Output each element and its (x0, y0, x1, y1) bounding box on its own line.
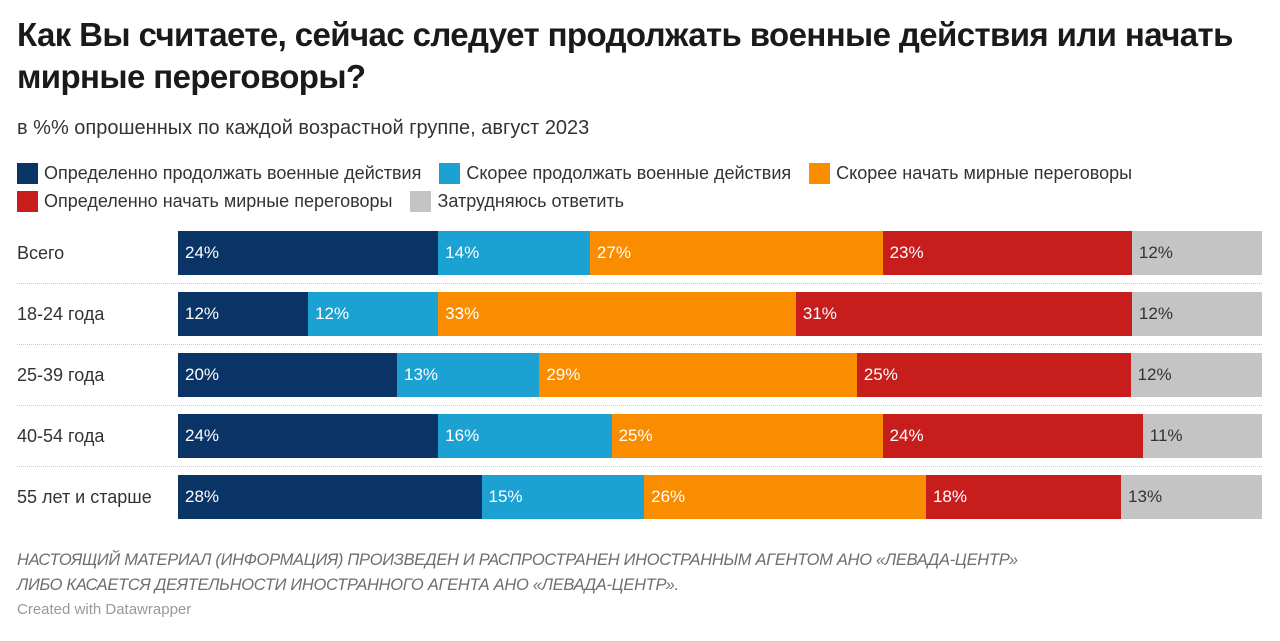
legend-swatch (439, 162, 461, 184)
legend-item: Скорее начать мирные переговоры (809, 162, 1133, 184)
legend-row-1: Определенно продолжать военные действия … (17, 159, 1267, 187)
bar-segment: 20% (178, 353, 397, 397)
row-separator (17, 405, 1262, 406)
bar-segment: 12% (1131, 292, 1262, 336)
legend-label: Скорее начать мирные переговоры (836, 162, 1133, 183)
bar-row: 24% 16% 25% 24% 11% (178, 414, 1262, 458)
bar-row: 12% 12% 33% 31% 12% (178, 292, 1262, 336)
row-label: Всего (17, 243, 65, 263)
bar-segment: 24% (178, 231, 439, 275)
legend-label: Определенно начать мирные переговоры (44, 190, 393, 211)
bar-segment: 27% (589, 231, 883, 275)
data-label: 15% (488, 487, 523, 506)
bar-segment: 12% (1130, 353, 1262, 397)
bar-segment: 29% (539, 353, 857, 397)
bar-segment: 13% (1121, 475, 1262, 519)
bar-segment: 24% (178, 414, 439, 458)
bar-segment: 25% (611, 414, 883, 458)
legend-swatch (17, 162, 38, 184)
row-separator (17, 466, 1262, 467)
data-label: 29% (546, 365, 581, 384)
data-label: 18% (932, 487, 967, 506)
row-label: 40-54 года (17, 426, 105, 446)
bar-row: 20% 13% 29% 25% 12% (178, 353, 1262, 397)
data-label: 24% (185, 426, 220, 445)
data-label: 12% (1138, 243, 1173, 262)
data-label: 28% (185, 487, 220, 506)
data-label: 16% (445, 426, 480, 445)
data-label: 13% (403, 365, 439, 384)
credit: Created with Datawrapper (17, 601, 192, 618)
bar-segment: 14% (438, 231, 590, 275)
data-label: 31% (802, 304, 837, 323)
data-label: 13% (1128, 487, 1163, 506)
bar-segment: 28% (178, 475, 482, 519)
legend: Определенно продолжать военные действия … (17, 159, 1267, 215)
data-label: 12% (185, 304, 220, 323)
notes-line-2: ЛИБО КАСАЕТСЯ ДЕЯТЕЛЬНОСТИ ИНОСТРАННОГО … (17, 576, 679, 594)
legend-item: Затрудняюсь ответить (410, 190, 625, 212)
legend-item: Скорее продолжать военные действия (439, 162, 792, 184)
row-label: 55 лет и старше (17, 487, 152, 507)
chart-title: Как Вы считаете, сейчас следует продолжа… (17, 16, 1233, 95)
bar-segment: 12% (1131, 231, 1262, 275)
legend-item: Определенно начать мирные переговоры (17, 190, 393, 212)
bar-segment: 15% (481, 475, 645, 519)
data-label: 33% (445, 304, 480, 323)
data-label: 12% (315, 304, 350, 323)
bar-segment: 31% (795, 292, 1132, 336)
bar-segment: 18% (925, 475, 1122, 519)
data-label: 26% (651, 487, 686, 506)
row-separator (17, 283, 1262, 284)
row-separator (17, 344, 1262, 345)
bar-segment: 11% (1142, 414, 1262, 458)
data-label: 20% (185, 365, 220, 384)
legend-label: Скорее продолжать военные действия (466, 162, 792, 183)
data-label: 27% (596, 243, 631, 262)
bar-segment: 12% (308, 292, 439, 336)
bar-segment: 16% (438, 414, 612, 458)
bar-segment: 12% (178, 292, 309, 336)
row-label: 25-39 года (17, 365, 105, 385)
legend-label: Затрудняюсь ответить (437, 190, 625, 211)
bar-row: 28% 15% 26% 18% 13% (178, 475, 1262, 519)
bar-segment: 24% (882, 414, 1143, 458)
data-label: 12% (1138, 304, 1173, 323)
notes: НАСТОЯЩИЙ МАТЕРИАЛ (ИНФОРМАЦИЯ) ПРОИЗВЕД… (17, 548, 1018, 598)
bar-segment: 23% (882, 231, 1132, 275)
bar-segment: 13% (396, 353, 540, 397)
data-label: 25% (618, 426, 653, 445)
legend-label: Определенно продолжать военные действия (44, 162, 422, 183)
data-label: 12% (1137, 365, 1172, 384)
row-label: 18-24 года (17, 304, 105, 324)
bar-segment: 33% (438, 292, 796, 336)
notes-line-1: НАСТОЯЩИЙ МАТЕРИАЛ (ИНФОРМАЦИЯ) ПРОИЗВЕД… (17, 551, 1018, 569)
chart-subtitle: в %% опрошенных по каждой возрастной гру… (17, 117, 590, 139)
legend-item: Определенно продолжать военные действия (17, 162, 422, 184)
legend-swatch (410, 190, 432, 212)
data-label: 25% (863, 365, 898, 384)
data-label: 14% (445, 243, 480, 262)
data-label: 23% (889, 243, 924, 262)
data-label: 24% (889, 426, 924, 445)
legend-swatch (809, 162, 831, 184)
legend-row-2: Определенно начать мирные переговоры Зат… (17, 187, 1267, 215)
bar-segment: 26% (644, 475, 926, 519)
data-label: 24% (185, 243, 220, 262)
data-label: 11% (1149, 426, 1183, 445)
legend-swatch (17, 190, 38, 212)
bar-segment: 25% (856, 353, 1131, 397)
bar-row: 24% 14% 27% 23% 12% (178, 231, 1262, 275)
